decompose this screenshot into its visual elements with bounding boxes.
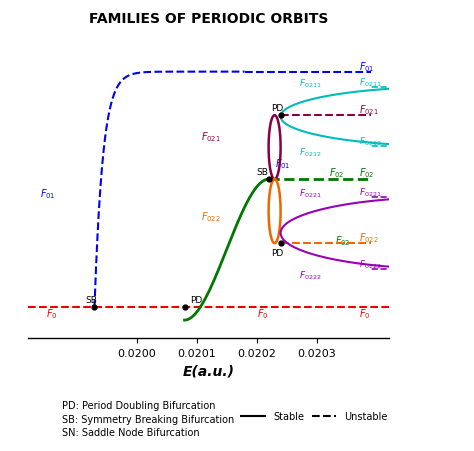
Text: $F_{0221}$: $F_{0221}$ <box>359 186 382 198</box>
Text: $F_{0211}$: $F_{0211}$ <box>359 76 382 89</box>
Text: $F_{0222}$: $F_{0222}$ <box>299 269 321 282</box>
Text: $F_0$: $F_0$ <box>256 307 268 320</box>
Text: $F_{02}$: $F_{02}$ <box>335 234 350 248</box>
Text: $F_{022}$: $F_{022}$ <box>359 231 379 245</box>
Text: SN: Saddle Node Bifurcation: SN: Saddle Node Bifurcation <box>62 427 199 437</box>
Text: $F_{0221}$: $F_{0221}$ <box>299 188 321 200</box>
Text: $F_{01}$: $F_{01}$ <box>274 156 290 170</box>
Title: FAMILIES OF PERIODIC ORBITS: FAMILIES OF PERIODIC ORBITS <box>89 12 328 26</box>
Text: $F_{0222}$: $F_{0222}$ <box>359 258 381 270</box>
Text: SB: SB <box>256 167 269 176</box>
Text: PD: Period Doubling Bifurcation: PD: Period Doubling Bifurcation <box>62 400 215 410</box>
Text: $F_{0211}$: $F_{0211}$ <box>299 78 321 90</box>
Text: $F_{0212}$: $F_{0212}$ <box>299 147 321 159</box>
Text: PD: PD <box>272 248 284 257</box>
Text: SB: Symmetry Breaking Bifurcation: SB: Symmetry Breaking Bifurcation <box>62 414 234 423</box>
Text: $F_{02}$: $F_{02}$ <box>328 166 344 180</box>
Text: $F_{021}$: $F_{021}$ <box>201 130 220 144</box>
Text: $F_{0212}$: $F_{0212}$ <box>359 135 381 147</box>
Text: SB: SB <box>85 295 98 304</box>
Text: PD: PD <box>191 295 203 304</box>
Legend: Stable, Unstable: Stable, Unstable <box>237 408 391 425</box>
Text: PD: PD <box>272 103 284 112</box>
Text: $F_{022}$: $F_{022}$ <box>201 209 220 223</box>
X-axis label: E(a.u.): E(a.u.) <box>182 364 235 377</box>
Text: $F_{02}$: $F_{02}$ <box>359 166 374 180</box>
Text: $F_{01}$: $F_{01}$ <box>40 187 56 201</box>
Text: $F_{021}$: $F_{021}$ <box>359 103 379 117</box>
Text: $F_0$: $F_0$ <box>46 307 58 320</box>
Text: $F_{01}$: $F_{01}$ <box>359 60 374 74</box>
Text: $F_0$: $F_0$ <box>359 307 370 320</box>
